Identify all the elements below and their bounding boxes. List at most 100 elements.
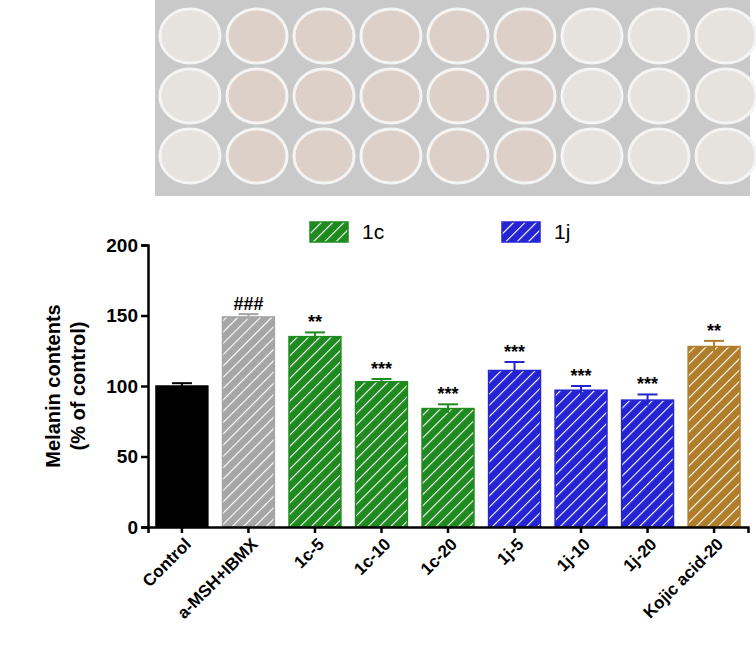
- error-bar: [238, 314, 258, 320]
- bar: [223, 317, 275, 527]
- y-tick-mark: [141, 244, 148, 247]
- chart: ###*******************050100150200Contro…: [0, 0, 756, 651]
- bar: [422, 409, 474, 527]
- bar: [356, 382, 408, 527]
- well: [227, 129, 287, 183]
- legend-swatch: [310, 222, 348, 242]
- x-tick-mark: [646, 527, 649, 533]
- well: [495, 69, 555, 123]
- error-bar-stem: [647, 394, 649, 405]
- x-tick: 1j-5: [493, 527, 527, 569]
- y-axis: 0 50 100 150 200: [106, 235, 148, 538]
- x-tick-mark: [181, 527, 184, 533]
- y-axis-title-line: (% of control): [67, 322, 89, 451]
- x-tick: 1c-20: [417, 527, 461, 579]
- y-axis-title: Melanin contents(% of control): [42, 304, 89, 467]
- well: [294, 9, 354, 63]
- y-axis-line: [141, 246, 149, 528]
- y-tick-label: 150: [106, 305, 138, 326]
- x-tick-label: Kojic acid-20: [640, 535, 728, 623]
- bar: [289, 337, 341, 527]
- well: [629, 129, 689, 183]
- x-tick-mark: [580, 527, 583, 533]
- error-bar-stem: [580, 386, 582, 394]
- x-tick: 1c-5: [290, 527, 327, 572]
- well: [495, 129, 555, 183]
- y-tick: 0: [127, 517, 148, 538]
- bar: [156, 386, 208, 527]
- well: [428, 9, 488, 63]
- x-tick-mark: [447, 527, 450, 533]
- plate-photo: [155, 0, 756, 196]
- well: [361, 129, 421, 183]
- x-tick-label: 1c-10: [350, 535, 394, 579]
- x-tick-mark: [713, 527, 716, 533]
- well: [160, 129, 220, 183]
- legend-label: 1j: [554, 220, 570, 243]
- x-tick-label: a-MSH+IBMX: [174, 534, 262, 622]
- y-tick: 150: [106, 305, 148, 326]
- y-tick-mark: [141, 526, 148, 529]
- bars: [156, 314, 740, 527]
- well: [227, 9, 287, 63]
- x-tick: Control: [139, 527, 195, 591]
- x-tick-label: 1c-5: [290, 535, 327, 572]
- legend-swatch: [502, 222, 540, 242]
- error-bar: [571, 386, 591, 394]
- x-tick: 1c-10: [350, 527, 394, 579]
- error-bar: [438, 404, 458, 412]
- x-tick-mark: [247, 527, 250, 533]
- well: [562, 129, 622, 183]
- error-bar: [371, 379, 391, 385]
- bar: [555, 390, 607, 527]
- x-axis-line: [149, 528, 749, 534]
- x-tick-label: 1c-20: [417, 535, 461, 579]
- error-bar: [305, 332, 325, 340]
- significance-label: **: [707, 321, 721, 341]
- y-tick: 200: [106, 235, 148, 256]
- error-bar: [505, 362, 525, 379]
- x-tick: a-MSH+IBMX: [174, 527, 262, 623]
- x-tick-label: Control: [139, 535, 195, 591]
- x-tick-label: 1j-20: [620, 535, 661, 576]
- y-axis-title-line: Melanin contents: [42, 304, 64, 467]
- error-bar-stem: [314, 332, 316, 340]
- photo-background: [155, 0, 750, 196]
- x-tick-mark: [513, 527, 516, 533]
- well: [428, 129, 488, 183]
- significance-label: ###: [233, 294, 263, 314]
- well: [361, 9, 421, 63]
- legend-label: 1c: [362, 220, 384, 243]
- x-tick: Kojic acid-20: [640, 527, 728, 622]
- significance-label: **: [308, 312, 322, 332]
- well: [160, 9, 220, 63]
- y-tick-mark: [141, 385, 148, 388]
- well: [629, 9, 689, 63]
- x-tick-mark: [380, 527, 383, 533]
- significance-label: ***: [571, 366, 592, 386]
- y-tick: 50: [117, 446, 148, 467]
- significance-label: ***: [504, 342, 525, 362]
- error-bar: [704, 341, 724, 352]
- y-tick-label: 0: [127, 517, 138, 538]
- y-tick-label: 100: [106, 376, 138, 397]
- error-bar-stem: [514, 362, 516, 379]
- well: [294, 129, 354, 183]
- significance-label: ***: [437, 384, 458, 404]
- x-tick: 1j-20: [620, 527, 661, 575]
- error-bar-stem: [447, 404, 449, 412]
- y-tick-label: 50: [117, 446, 138, 467]
- y-tick: 100: [106, 376, 148, 397]
- x-tick-mark: [314, 527, 317, 533]
- legend-item: 1c: [310, 220, 384, 243]
- well: [361, 69, 421, 123]
- y-tick-mark: [141, 315, 148, 318]
- error-bar-cap: [172, 382, 192, 384]
- error-bar: [638, 394, 658, 405]
- x-tick-label: 1j-10: [553, 535, 594, 576]
- well: [227, 69, 287, 123]
- well: [696, 69, 756, 123]
- significance-label: ***: [637, 374, 658, 394]
- well: [294, 69, 354, 123]
- y-tick-label: 200: [106, 235, 138, 256]
